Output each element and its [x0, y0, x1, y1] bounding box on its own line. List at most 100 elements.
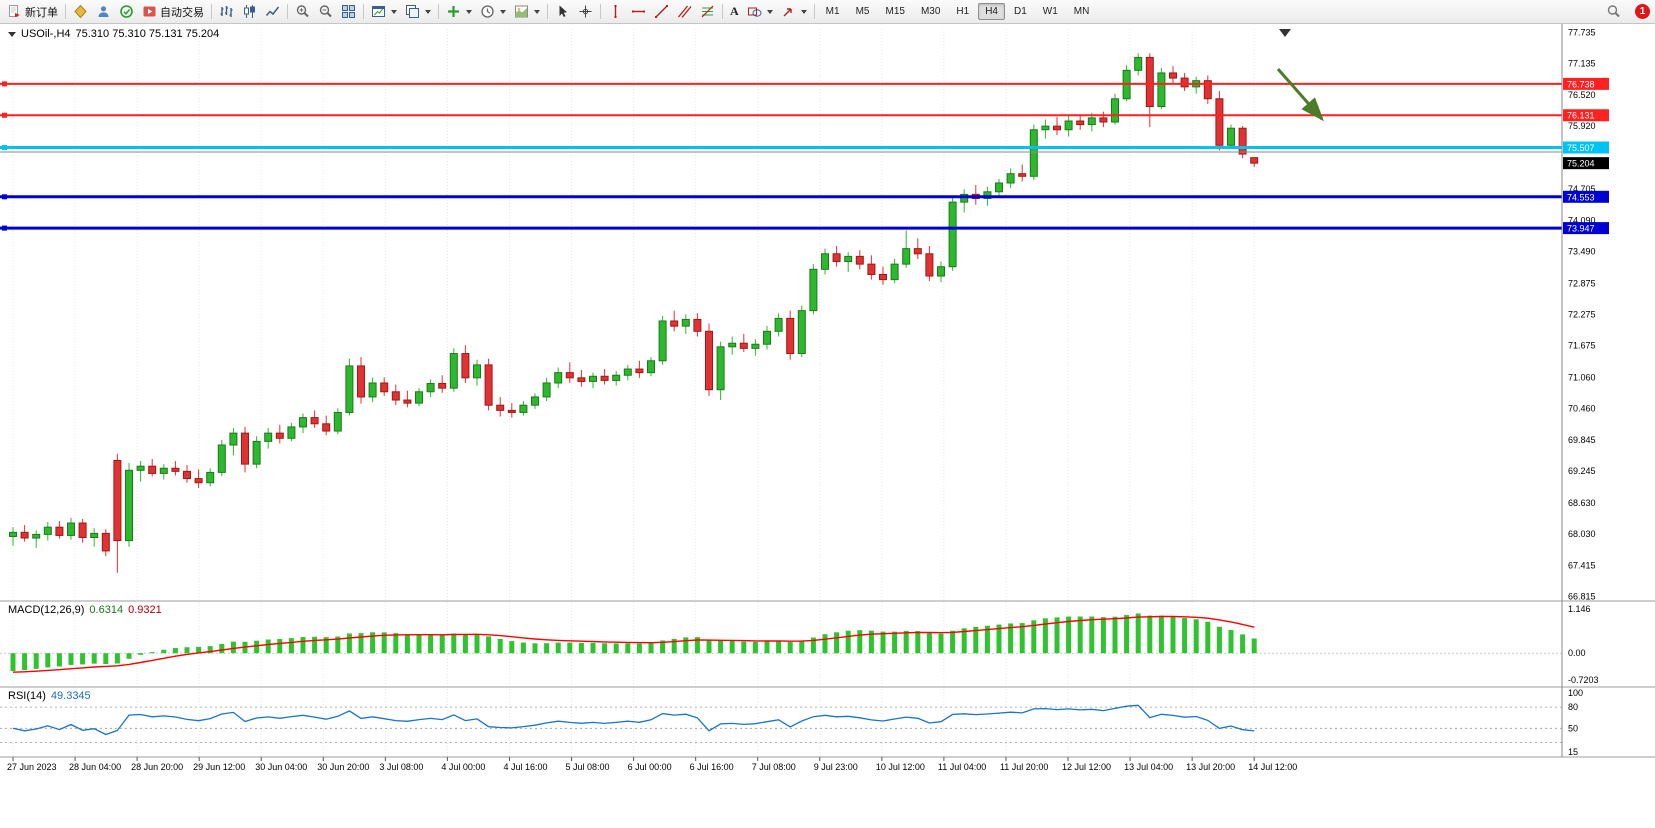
zoom-out-button[interactable] — [314, 2, 337, 21]
candle-body — [658, 320, 667, 362]
horizontal-line-button[interactable] — [627, 2, 650, 21]
trendline-button[interactable] — [650, 2, 673, 21]
channel-icon — [677, 5, 692, 18]
macd-bar — [787, 642, 793, 654]
candle-body — [925, 253, 934, 277]
candle-body — [194, 478, 203, 484]
tile-windows-button[interactable] — [337, 2, 360, 21]
candle-body — [681, 318, 690, 327]
level-price-label — [1563, 141, 1609, 154]
level-anchor[interactable] — [2, 194, 7, 200]
level-anchor[interactable] — [2, 112, 7, 118]
macd-signal-line — [12, 615, 1255, 673]
candle-body — [229, 432, 238, 446]
templates-button[interactable] — [510, 2, 544, 21]
rsi-indicator-label: RSI(14) 49.3345 — [8, 690, 91, 702]
market-watch-button[interactable] — [69, 2, 92, 21]
candle-body — [647, 360, 655, 374]
new-order-button[interactable]: 新订单 — [3, 2, 62, 22]
macd-bar — [602, 643, 608, 654]
macd-bar — [114, 653, 120, 664]
candle-body — [995, 182, 1003, 193]
line-chart-button[interactable] — [261, 2, 284, 21]
macd-bar — [520, 642, 526, 654]
macd-bar — [68, 653, 74, 665]
fibonacci-button[interactable] — [696, 2, 719, 21]
community-button[interactable] — [115, 2, 138, 21]
candle-body — [879, 273, 887, 281]
timeframe-m15[interactable]: M15 — [878, 3, 911, 20]
timeframe-m1[interactable]: M1 — [819, 3, 847, 20]
svg-text:74.553: 74.553 — [1567, 192, 1595, 202]
periods-button[interactable] — [476, 2, 510, 21]
time-tick-label: 10 Jul 12:00 — [876, 762, 925, 772]
symbol-dropdown-icon[interactable] — [8, 31, 16, 37]
macd-bar — [486, 636, 492, 654]
text-tool-button[interactable]: A — [726, 3, 743, 20]
crosshair-button[interactable] — [574, 2, 597, 21]
timeframe-h1[interactable]: H1 — [949, 3, 976, 20]
candle-body — [183, 470, 191, 480]
timeframe-d1[interactable]: D1 — [1007, 3, 1034, 20]
cursor-button[interactable] — [551, 2, 574, 21]
macd-bar — [451, 633, 457, 654]
macd-bar — [636, 643, 642, 654]
current-price-text: 75.204 — [1567, 159, 1595, 169]
timeframe-h4[interactable]: H4 — [978, 3, 1005, 20]
candle-body — [589, 375, 597, 382]
bar-chart-icon — [220, 6, 233, 17]
bar-chart-button[interactable] — [215, 2, 238, 21]
dropdown-caret-icon — [766, 9, 773, 14]
price-chart-canvas[interactable]: 77.735 77.135 76.520 75.920 74.705 74.090 73.4… — [0, 23, 1655, 828]
svg-text:68.030: 68.030 — [1568, 529, 1596, 539]
zoom-in-button[interactable] — [291, 2, 314, 21]
candlestick-chart-icon — [244, 5, 255, 18]
candle-body — [1041, 125, 1050, 131]
macd-axis-labels: 1.146 0.00 -0.7203 — [1568, 604, 1599, 685]
macd-bar — [381, 632, 387, 654]
level-anchor[interactable] — [2, 81, 7, 87]
profiles-button[interactable] — [401, 2, 435, 21]
toolbar-separator — [287, 4, 288, 19]
time-tick-label: 29 Jun 12:00 — [193, 762, 245, 772]
svg-text:69.245: 69.245 — [1568, 466, 1596, 476]
macd-bar — [1170, 616, 1176, 654]
trend-arrow[interactable] — [1276, 68, 1324, 122]
candle-body — [763, 330, 771, 345]
timeframe-m30[interactable]: M30 — [914, 3, 947, 20]
macd-bar — [578, 642, 584, 654]
macd-bar — [613, 643, 619, 654]
level-price-label — [1563, 190, 1609, 203]
auto-trading-button[interactable]: 自动交易 — [138, 2, 208, 22]
indicators-button[interactable] — [442, 2, 476, 21]
chart-shift-marker[interactable] — [1279, 29, 1291, 37]
candle-body — [855, 255, 864, 265]
candle-body — [983, 191, 992, 200]
macd-bar — [149, 652, 155, 654]
candle-body — [867, 263, 876, 275]
vertical-line-button[interactable] — [604, 2, 627, 21]
search-button[interactable] — [1602, 2, 1625, 21]
toolbar-separator — [722, 4, 723, 19]
candle-body — [670, 320, 679, 327]
candle-body — [751, 343, 760, 349]
dropdown-caret-icon — [391, 9, 397, 14]
candle-body — [1145, 56, 1154, 108]
notification-badge[interactable]: 1 — [1635, 4, 1650, 19]
timeframe-w1[interactable]: W1 — [1036, 3, 1065, 20]
timeframe-mn[interactable]: MN — [1067, 3, 1097, 20]
macd-bar — [288, 638, 294, 654]
candle-body — [623, 368, 632, 376]
level-anchor[interactable] — [2, 144, 7, 150]
arrows-tool-button[interactable] — [777, 2, 811, 21]
timeframe-m5[interactable]: M5 — [849, 3, 877, 20]
candle-body — [1157, 72, 1166, 108]
macd-bar — [741, 641, 747, 654]
shapes-button[interactable] — [743, 2, 777, 21]
candlestick-chart-button[interactable] — [238, 2, 261, 21]
profile-button[interactable] — [92, 2, 115, 21]
symbol-title: USOil-,H4 — [21, 28, 71, 40]
new-chart-button[interactable] — [367, 2, 401, 21]
channel-button[interactable] — [673, 2, 696, 21]
level-anchor[interactable] — [2, 225, 7, 231]
